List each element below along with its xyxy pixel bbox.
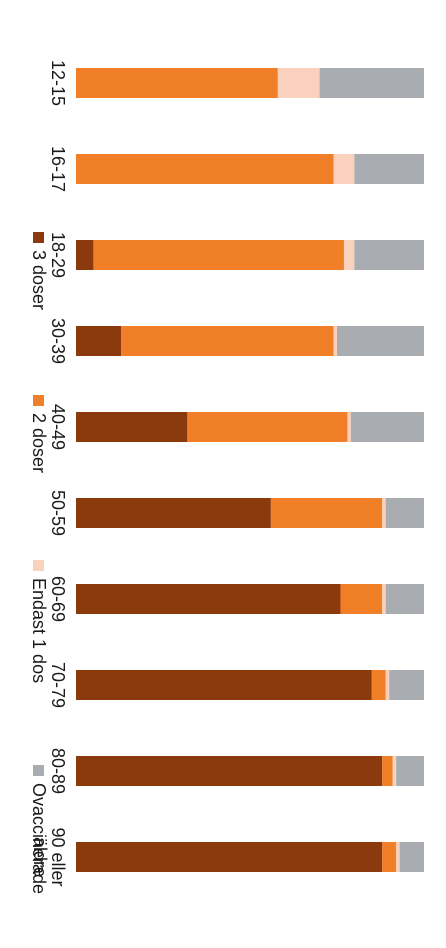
legend-swatch-endast-1-dos [33,560,44,571]
bar-segment-ovaccinerade-90-eller-ldre [399,842,424,872]
bar-segment-3-doser-30-39 [75,326,122,356]
bar-segment-ovaccinerade-12-15 [319,68,424,98]
bar-segment-ovaccinerade-30-39 [337,326,424,356]
category-label-16-17: 16-17 [48,146,68,192]
bar-segment-2-doser-60-69 [340,584,383,614]
bar-segment-2-doser-90-eller-ldre [382,842,397,872]
category-label-80-89: 80-89 [48,748,68,794]
bar-segment-endast-1-dos-90-eller-ldre [396,842,400,872]
legend-label-endast-1-dos: Endast 1 dos [29,578,49,683]
legend-swatch-2-doser [33,395,44,406]
bar-segment-2-doser-40-49 [187,412,348,442]
bar-segment-endast-1-dos-12-15 [277,68,320,98]
bar-segment-endast-1-dos-60-69 [382,584,386,614]
bar-segment-2-doser-18-29 [93,240,344,270]
bar-segment-3-doser-80-89 [76,756,383,786]
legend-swatch-ovaccinerade [33,765,44,776]
category-label-60-69: 60-69 [48,576,68,622]
bar-segment-endast-1-dos-70-79 [385,670,390,700]
bar-segment-endast-1-dos-80-89 [392,756,397,786]
bar-segment-3-doser-90-eller-ldre [76,842,383,872]
bar-segment-2-doser-30-39 [121,326,334,356]
bar-segment-ovaccinerade-70-79 [389,670,424,700]
bar-segment-ovaccinerade-18-29 [354,240,424,270]
legend-label-ovaccinerade: Ovaccinerade [29,783,49,894]
category-label-18-29: 18-29 [48,232,68,278]
bar-segment-ovaccinerade-16-17 [354,154,424,184]
bar-segment-3-doser-40-49 [75,412,188,442]
category-label-90-eller-ldre-line1: 90 eller [48,827,68,886]
category-label-70-79: 70-79 [48,662,68,708]
bar-segment-endast-1-dos-40-49 [347,412,351,442]
legend-label-2-doser: 2 doser [29,413,49,473]
bars-group [75,68,424,872]
bar-segment-2-doser-70-79 [371,670,386,700]
bar-segment-endast-1-dos-30-39 [333,326,337,356]
category-axis-labels: 12-15 16-17 18-29 30-39 40-49 50-59 60-69 70-79… [30,60,68,887]
bar-segment-2-doser-50-59 [270,498,383,528]
category-label-90-eller-ldre-line2: äldre [30,837,50,877]
bar-segment-3-doser-60-69 [75,584,341,614]
bar-segment-2-doser-12-15 [76,68,278,98]
bar-segment-2-doser-16-17 [76,154,334,184]
bar-segment-endast-1-dos-16-17 [333,154,355,184]
category-label-50-59: 50-59 [48,490,68,536]
bar-segment-endast-1-dos-50-59 [382,498,386,528]
bar-segment-3-doser-70-79 [76,670,372,700]
legend-label-3-doser: 3 doser [29,250,49,310]
bar-segment-ovaccinerade-80-89 [396,756,424,786]
bar-segment-2-doser-80-89 [382,756,393,786]
bar-segment-ovaccinerade-60-69 [385,584,424,614]
legend: 3 doser 2 doser Endast 1 dos Ovaccinerade [29,232,49,894]
category-label-40-49: 40-49 [48,404,68,450]
bar-segment-endast-1-dos-18-29 [343,240,355,270]
legend-swatch-3-doser [33,232,44,243]
bar-segment-3-doser-50-59 [76,498,271,528]
category-label-12-15: 12-15 [48,60,68,106]
bar-segment-ovaccinerade-40-49 [350,412,424,442]
category-label-30-39: 30-39 [48,318,68,364]
bar-segment-3-doser-18-29 [75,240,94,270]
bar-segment-ovaccinerade-50-59 [385,498,424,528]
